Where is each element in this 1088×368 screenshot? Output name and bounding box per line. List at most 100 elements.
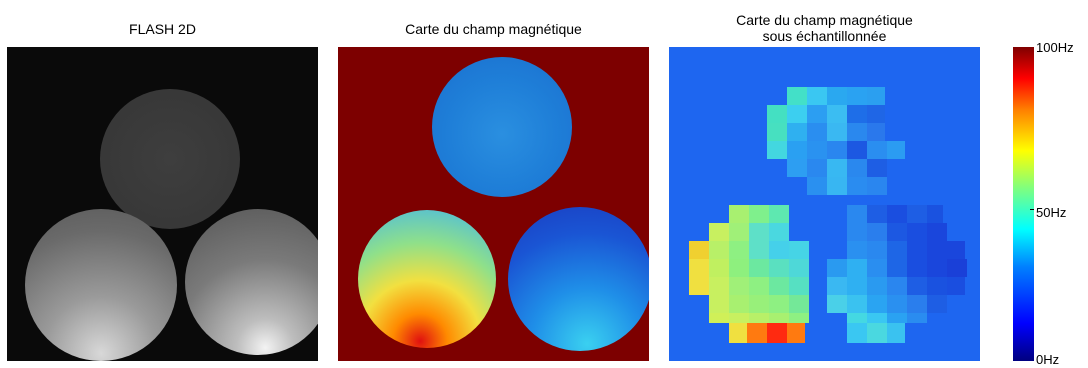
block xyxy=(867,105,885,123)
block xyxy=(827,159,847,177)
block xyxy=(887,277,907,295)
block xyxy=(847,241,867,259)
block xyxy=(847,277,867,295)
block xyxy=(807,177,827,195)
block xyxy=(709,277,729,295)
block xyxy=(867,87,885,105)
colorbar-min-label: 0Hz xyxy=(1036,352,1060,367)
block xyxy=(729,205,749,223)
block xyxy=(907,313,927,323)
block xyxy=(847,123,867,141)
block xyxy=(847,159,867,177)
block xyxy=(887,205,907,223)
flash-2d-image xyxy=(7,47,318,361)
block xyxy=(789,295,809,313)
block xyxy=(749,205,769,223)
block xyxy=(747,323,767,343)
block xyxy=(827,87,847,105)
phantom-left xyxy=(25,209,177,361)
block xyxy=(729,313,749,323)
block xyxy=(749,313,769,323)
block xyxy=(887,141,905,159)
block xyxy=(887,259,907,277)
block xyxy=(807,123,827,141)
block xyxy=(729,259,749,277)
block xyxy=(927,205,943,223)
colorbar xyxy=(1013,47,1034,361)
block xyxy=(887,223,907,241)
block xyxy=(887,241,907,259)
block xyxy=(689,259,709,277)
block xyxy=(787,123,807,141)
block xyxy=(789,259,809,277)
subsampled-map-title-line1: Carte du champ magnétique xyxy=(736,12,913,28)
phantom-left xyxy=(358,210,496,348)
block xyxy=(847,205,867,223)
block xyxy=(927,277,947,295)
block xyxy=(769,295,789,313)
phantom-right xyxy=(185,209,318,355)
block xyxy=(787,159,807,177)
block xyxy=(807,159,827,177)
block xyxy=(767,323,787,343)
block xyxy=(847,259,867,277)
block xyxy=(827,141,847,159)
block xyxy=(709,259,729,277)
block xyxy=(769,241,789,259)
block xyxy=(749,295,769,313)
block xyxy=(867,223,887,241)
colorbar-tick xyxy=(1030,209,1034,210)
subsampled-field-map-image xyxy=(669,47,980,361)
block xyxy=(847,105,867,123)
block xyxy=(847,87,867,105)
block xyxy=(729,223,749,241)
block xyxy=(887,295,907,313)
block xyxy=(769,205,789,223)
block xyxy=(749,277,769,295)
block xyxy=(807,141,827,159)
block xyxy=(907,295,927,313)
block xyxy=(867,277,887,295)
block xyxy=(787,323,805,343)
block xyxy=(709,295,729,313)
block xyxy=(769,259,789,277)
block xyxy=(767,123,787,141)
block xyxy=(769,277,789,295)
block xyxy=(689,277,709,295)
block xyxy=(769,223,789,241)
phantom-top xyxy=(100,89,240,229)
block xyxy=(787,141,807,159)
block xyxy=(787,105,807,123)
block xyxy=(787,87,807,105)
block xyxy=(847,323,867,343)
block xyxy=(927,223,947,241)
block xyxy=(729,277,749,295)
phantom-top xyxy=(432,57,572,197)
block xyxy=(867,323,887,343)
block xyxy=(907,241,927,259)
block xyxy=(827,259,847,277)
block xyxy=(789,313,809,323)
block xyxy=(927,295,947,313)
block xyxy=(729,323,747,343)
block xyxy=(729,241,749,259)
block xyxy=(887,323,905,343)
block xyxy=(689,241,709,259)
block xyxy=(827,177,847,195)
field-map-title: Carte du champ magnétique xyxy=(405,21,582,37)
flash-2d-title: FLASH 2D xyxy=(129,21,196,37)
block xyxy=(847,223,867,241)
block xyxy=(847,313,867,323)
block xyxy=(867,205,887,223)
block xyxy=(947,277,965,295)
block xyxy=(769,313,789,323)
block xyxy=(847,295,867,313)
block xyxy=(907,277,927,295)
colorbar-mid-label: 50Hz xyxy=(1036,205,1067,220)
block xyxy=(867,159,887,177)
block xyxy=(867,123,885,141)
block xyxy=(907,205,927,223)
block xyxy=(749,241,769,259)
block xyxy=(789,277,809,295)
block xyxy=(827,277,847,295)
